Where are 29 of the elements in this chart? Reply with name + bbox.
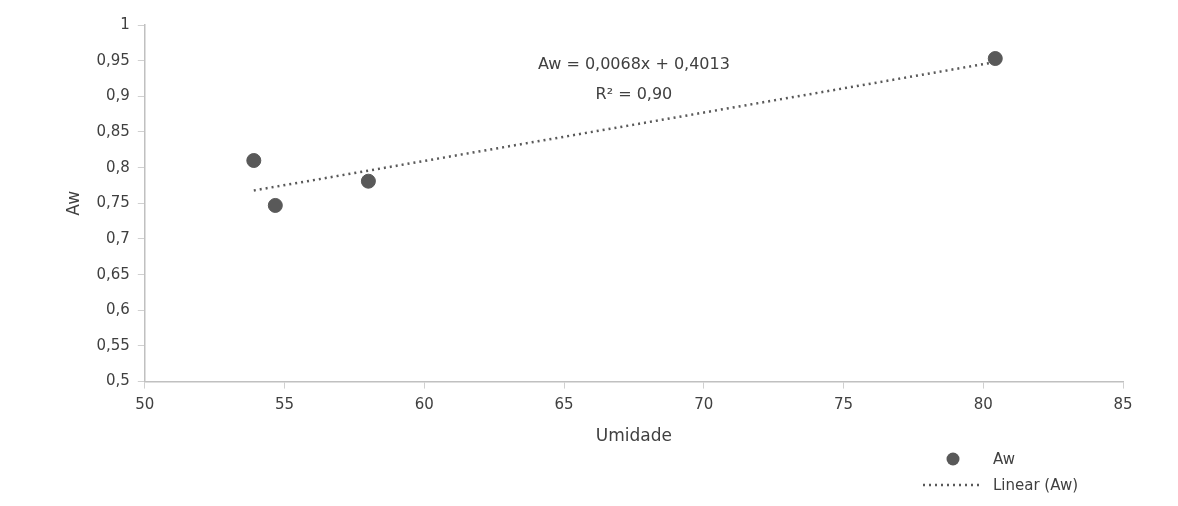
x-tick-label: 80 <box>973 395 993 414</box>
legend-label: Linear (Aw) <box>992 476 1078 494</box>
x-tick-label: 60 <box>414 395 434 414</box>
point <box>360 173 376 189</box>
legend-label: Aw <box>992 450 1015 468</box>
x-tick-label: 55 <box>274 395 295 414</box>
x-tick-label: 75 <box>833 395 854 414</box>
x-tick-label: 50 <box>135 395 155 414</box>
y-tick-label: 1 <box>120 14 130 33</box>
annotation: R² = 0,90 <box>595 84 673 104</box>
y-tick-label: 0,5 <box>105 371 130 390</box>
y-tick-label: 0,95 <box>96 50 130 69</box>
point <box>987 51 1003 67</box>
x-tick-label: 85 <box>1113 395 1133 414</box>
y-tick-label: 0,75 <box>96 193 130 212</box>
y-tick-label: 0,9 <box>105 86 130 105</box>
y-tick-label: 0,6 <box>105 300 130 319</box>
x-axis-title: Umidade <box>595 425 672 446</box>
y-tick-label: 0,65 <box>96 264 130 283</box>
point <box>246 153 262 169</box>
x-tick-label: 70 <box>694 395 714 414</box>
annotation: Aw = 0,0068x + 0,4013 <box>537 54 730 74</box>
point <box>267 197 283 213</box>
y-tick-label: 0,7 <box>105 228 130 247</box>
x-tick-label: 65 <box>554 395 574 414</box>
y-tick-label: 0,85 <box>96 121 130 140</box>
y-axis-title: Aw <box>62 190 83 216</box>
y-tick-label: 0,55 <box>96 335 130 354</box>
y-tick-label: 0,8 <box>105 157 130 176</box>
